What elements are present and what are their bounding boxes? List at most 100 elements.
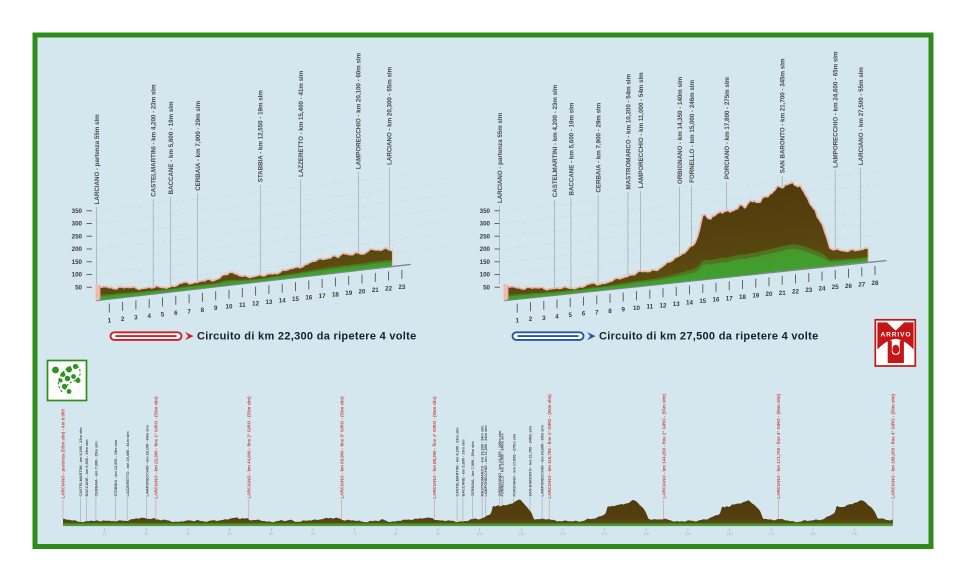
svg-text:LARCIANO - km 171,700 - fine 3: LARCIANO - km 171,700 - fine 3° GIRO - (… <box>776 393 781 498</box>
svg-text:10: 10 <box>103 532 107 536</box>
svg-text:LAZZERETTO - km 15,400 - 41m s: LAZZERETTO - km 15,400 - 41m slm <box>126 431 130 497</box>
svg-text:20: 20 <box>766 291 773 298</box>
svg-text:1: 1 <box>515 318 519 325</box>
svg-text:LARCIANO - km 199,200 - fine 4: LARCIANO - km 199,200 - fine 4° GIRO - (… <box>891 393 896 498</box>
svg-text:11: 11 <box>239 302 246 309</box>
svg-text:6: 6 <box>582 311 586 318</box>
svg-text:200: 200 <box>480 246 491 253</box>
svg-text:BACCANE - km 5,600 - 19m slm: BACCANE - km 5,600 - 19m slm <box>85 439 89 497</box>
svg-text:19: 19 <box>752 293 759 300</box>
svg-text:130: 130 <box>601 532 607 536</box>
svg-text:3: 3 <box>542 315 546 322</box>
svg-text:PORCIANO - km 17,800 - 275m sl: PORCIANO - km 17,800 - 275m slm <box>512 433 516 496</box>
svg-text:MASTROMARCO - km 10,200 - 54m: MASTROMARCO - km 10,200 - 54m slm <box>481 425 485 497</box>
svg-text:BACCANE - km 5,600 - 19m slm: BACCANE - km 5,600 - 19m slm <box>568 102 575 195</box>
svg-text:3: 3 <box>134 314 138 321</box>
svg-text:160: 160 <box>726 532 732 536</box>
svg-text:13: 13 <box>265 299 272 306</box>
svg-text:10: 10 <box>633 305 640 312</box>
svg-text:18: 18 <box>739 294 746 301</box>
svg-text:50: 50 <box>75 284 82 291</box>
svg-text:LARCIANO - partenza 55m slm: LARCIANO - partenza 55m slm <box>94 114 101 205</box>
svg-text:Circuito di km 22,300 da ripet: Circuito di km 22,300 da ripetere 4 volt… <box>197 331 417 343</box>
svg-text:150: 150 <box>72 259 83 266</box>
svg-text:100: 100 <box>72 272 83 279</box>
svg-text:LARCIANO - partenza (55m slm): LARCIANO - partenza (55m slm) - km 0,000 <box>61 409 66 499</box>
svg-text:17: 17 <box>726 295 733 302</box>
svg-text:8: 8 <box>608 308 612 315</box>
svg-text:7: 7 <box>187 308 191 315</box>
svg-text:15: 15 <box>292 296 299 303</box>
svg-text:2: 2 <box>121 316 125 323</box>
svg-text:STABBIA - km 12,550 - 19m slm: STABBIA - km 12,550 - 19m slm <box>258 90 265 183</box>
svg-text:19: 19 <box>345 290 352 297</box>
svg-text:CERBAIA - km 7,900 - 29m slm: CERBAIA - km 7,900 - 29m slm <box>195 100 202 190</box>
svg-text:17: 17 <box>319 293 326 300</box>
svg-text:23: 23 <box>805 287 812 294</box>
svg-text:250: 250 <box>72 233 83 240</box>
svg-text:LARCIANO - km 20,300 - 55m slm: LARCIANO - km 20,300 - 55m slm <box>387 66 394 165</box>
svg-text:LAMPORECCHIO - km 11,000 - 54m: LAMPORECCHIO - km 11,000 - 54m slm <box>484 425 488 497</box>
svg-text:9: 9 <box>214 305 218 312</box>
svg-text:28: 28 <box>872 280 879 287</box>
svg-text:16: 16 <box>713 297 720 304</box>
svg-text:50: 50 <box>483 284 490 291</box>
svg-text:LARCIANO - km 22,300 - fine 1°: LARCIANO - km 22,300 - fine 1° GIRO - (5… <box>154 396 159 499</box>
svg-text:60: 60 <box>311 532 315 536</box>
svg-text:11: 11 <box>647 304 654 311</box>
svg-text:9: 9 <box>621 307 625 314</box>
svg-text:LARCIANO - km 66,900 - fine 3°: LARCIANO - km 66,900 - fine 3° GIRO - (5… <box>339 396 344 499</box>
svg-text:12: 12 <box>660 302 667 309</box>
svg-text:12: 12 <box>252 301 259 308</box>
svg-text:LAZZERETTO - km 15,400 - 41m s: LAZZERETTO - km 15,400 - 41m slm <box>298 70 305 177</box>
svg-text:8: 8 <box>201 307 205 314</box>
svg-text:350: 350 <box>72 208 83 215</box>
svg-text:BACCANE - km 5,600 - 19m slm: BACCANE - km 5,600 - 19m slm <box>168 101 175 194</box>
svg-text:30: 30 <box>186 532 190 536</box>
svg-text:22: 22 <box>792 288 799 295</box>
svg-text:200: 200 <box>72 246 83 253</box>
svg-text:2: 2 <box>529 316 533 323</box>
svg-text:300: 300 <box>72 221 83 228</box>
svg-text:LAMPORECCHIO - km 20,100 - 60m: LAMPORECCHIO - km 20,100 - 60m slm <box>145 425 149 497</box>
svg-text:ARRIVO: ARRIVO <box>881 332 911 339</box>
svg-text:23: 23 <box>398 284 405 291</box>
svg-text:CASTELMARTINI - km 4,200 - 23m: CASTELMARTINI - km 4,200 - 23m slm <box>79 427 83 497</box>
svg-text:14: 14 <box>279 298 286 305</box>
svg-text:300: 300 <box>480 221 491 228</box>
svg-text:CERBAIA - km 7,900 - 29m slm: CERBAIA - km 7,900 - 29m slm <box>95 441 99 497</box>
svg-text:100: 100 <box>476 532 482 536</box>
svg-text:25: 25 <box>832 284 839 291</box>
svg-text:7: 7 <box>595 309 599 316</box>
svg-text:27: 27 <box>858 281 865 288</box>
svg-text:150: 150 <box>685 532 691 536</box>
svg-text:PORCIANO - km 17,800 - 275m sl: PORCIANO - km 17,800 - 275m slm <box>724 76 731 179</box>
svg-text:LARCIANO - partenza 55m slm: LARCIANO - partenza 55m slm <box>497 112 504 203</box>
svg-text:LAMPORECCHIO - km 20,100 - 60m: LAMPORECCHIO - km 20,100 - 60m slm <box>356 52 363 169</box>
svg-text:CASTELMARTINI - km 4,200 - 23m: CASTELMARTINI - km 4,200 - 23m slm <box>552 84 559 197</box>
svg-text:LARCIANO - km 44,600 - fine 2°: LARCIANO - km 44,600 - fine 2° GIRO - (5… <box>246 396 251 499</box>
svg-text:20: 20 <box>144 532 148 536</box>
svg-text:21: 21 <box>779 290 786 297</box>
svg-text:LARCIANO - km 116,700 - fine 1: LARCIANO - km 116,700 - fine 1° GIRO - (… <box>547 394 552 499</box>
svg-text:LAMPORECCHIO - km 24,600 - 65m: LAMPORECCHIO - km 24,600 - 65m slm <box>541 425 545 497</box>
svg-text:6: 6 <box>174 310 178 317</box>
svg-text:250: 250 <box>480 233 491 240</box>
svg-text:1: 1 <box>108 318 112 325</box>
svg-text:LARCIANO - km 27,500 - 55m slm: LARCIANO - km 27,500 - 55m slm <box>858 67 865 166</box>
svg-text:16: 16 <box>305 295 312 302</box>
svg-text:15: 15 <box>699 298 706 305</box>
svg-text:70: 70 <box>352 532 356 536</box>
svg-text:ORBIGNANO - km 14,350 - 140m s: ORBIGNANO - km 14,350 - 140m slm <box>677 76 684 184</box>
svg-text:90: 90 <box>436 532 440 536</box>
svg-text:Circuito di km 27,500 da ripet: Circuito di km 27,500 da ripetere 4 volt… <box>599 331 819 343</box>
svg-text:50: 50 <box>269 532 273 536</box>
svg-text:CASTELMARTINI - km 4,200 - 23m: CASTELMARTINI - km 4,200 - 23m slm <box>151 84 158 197</box>
svg-text:190: 190 <box>851 532 857 536</box>
svg-text:ORBIGNANO - km 14,350 - 140m s: ORBIGNANO - km 14,350 - 140m slm <box>498 430 502 496</box>
svg-text:SAN BARONTO - km 21,700 - 345m: SAN BARONTO - km 21,700 - 345m slm <box>529 425 533 496</box>
svg-text:24: 24 <box>819 286 826 293</box>
svg-text:110: 110 <box>518 532 524 536</box>
svg-text:FORNELLO - km 15,000 - 246m sl: FORNELLO - km 15,000 - 246m slm <box>501 433 505 497</box>
svg-text:STABBIA - km 12,550 - 19m slm: STABBIA - km 12,550 - 19m slm <box>114 439 118 496</box>
